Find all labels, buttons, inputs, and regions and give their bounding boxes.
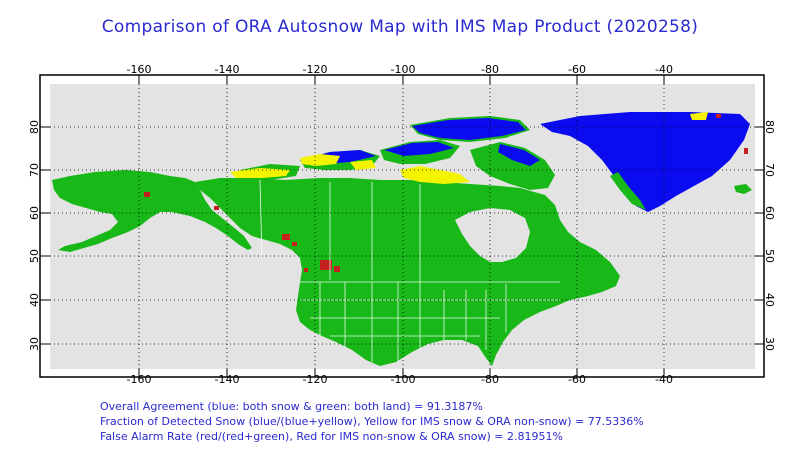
statistics-block: Overall Agreement (blue: both snow & gre… bbox=[100, 399, 644, 444]
lon-label: -160 bbox=[127, 373, 152, 386]
lon-label: -120 bbox=[303, 373, 328, 386]
iceland bbox=[734, 184, 752, 194]
lat-label: 50 bbox=[763, 249, 776, 263]
lon-label: -140 bbox=[215, 373, 240, 386]
arctic-snow-area bbox=[412, 118, 526, 140]
arctic-snow-area bbox=[384, 142, 454, 156]
lon-label: -80 bbox=[481, 63, 499, 76]
lat-label: 50 bbox=[28, 249, 41, 263]
lon-labels-bottom: -160 -140 -120 -100 -80 -60 -40 bbox=[127, 373, 673, 386]
lon-label: -60 bbox=[568, 373, 586, 386]
alaska-landmass bbox=[52, 170, 252, 252]
lat-label: 30 bbox=[763, 337, 776, 351]
lon-label: -120 bbox=[303, 63, 328, 76]
lon-labels-top: -160 -140 -120 -100 -80 -60 -40 bbox=[127, 63, 673, 76]
detected-snow-fraction-text: Fraction of Detected Snow (blue/(blue+ye… bbox=[100, 415, 644, 428]
lon-label: -60 bbox=[568, 63, 586, 76]
lon-label: -40 bbox=[655, 373, 673, 386]
overall-agreement-text: Overall Agreement (blue: both snow & gre… bbox=[100, 400, 483, 413]
lon-label: -140 bbox=[215, 63, 240, 76]
lat-label: 80 bbox=[28, 120, 41, 134]
hudson-bay bbox=[455, 208, 530, 262]
false-alarm-rate-text: False Alarm Rate (red/(red+green), Red f… bbox=[100, 430, 563, 443]
greenland-coast-fringe bbox=[610, 172, 646, 210]
lon-label: -100 bbox=[391, 63, 416, 76]
lat-label: 70 bbox=[28, 163, 41, 177]
greenland-landmass bbox=[540, 112, 750, 212]
land-layer bbox=[52, 112, 752, 366]
arctic-snow-area bbox=[498, 144, 540, 166]
lat-labels-left: 30 40 50 60 70 80 bbox=[28, 120, 41, 351]
ims-snow-ora-nosnow-area bbox=[400, 166, 470, 184]
latitude-gridlines bbox=[50, 126, 755, 345]
ims-snow-ora-nosnow-area bbox=[690, 112, 708, 120]
lon-label: -160 bbox=[127, 63, 152, 76]
lat-label: 60 bbox=[763, 206, 776, 220]
lat-label: 40 bbox=[763, 293, 776, 307]
ims-snow-ora-nosnow-area bbox=[350, 160, 376, 170]
ims-nosnow-ora-snow-spots bbox=[144, 114, 748, 272]
lat-label: 30 bbox=[28, 337, 41, 351]
lon-ticks bbox=[138, 75, 665, 377]
lon-label: -40 bbox=[655, 63, 673, 76]
ims-snow-ora-nosnow-area bbox=[230, 168, 290, 178]
political-borders bbox=[259, 179, 560, 362]
lon-label: -100 bbox=[391, 373, 416, 386]
lat-label: 80 bbox=[763, 120, 776, 134]
lat-label: 60 bbox=[28, 206, 41, 220]
baffin-island bbox=[470, 142, 555, 190]
map-title: Comparison of ORA Autosnow Map with IMS … bbox=[101, 17, 699, 37]
lat-label: 70 bbox=[763, 163, 776, 177]
lat-labels-right: 30 40 50 60 70 80 bbox=[763, 120, 776, 351]
lon-label: -80 bbox=[481, 373, 499, 386]
lat-label: 40 bbox=[28, 293, 41, 307]
ims-snow-ora-nosnow-area bbox=[300, 154, 340, 166]
lat-ticks bbox=[40, 126, 764, 345]
